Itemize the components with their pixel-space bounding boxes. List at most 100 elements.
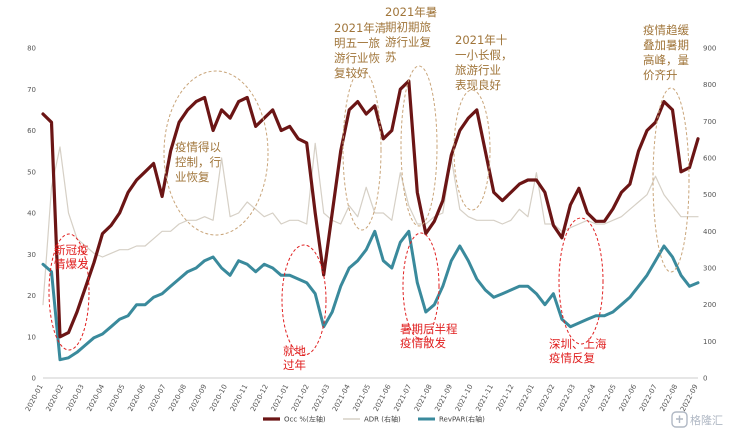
x-tick-label: 2021-03 [311, 383, 332, 413]
annotation-3: 就地过年 [283, 344, 306, 372]
annotation-line: 游行业恢 [334, 51, 380, 65]
x-tick-label: 2022-07 [638, 383, 659, 413]
y-right-tick-label: 400 [703, 228, 716, 236]
x-tick-label: 2022-08 [659, 383, 680, 413]
annotation-line: 业恢复 [175, 170, 210, 184]
annotation-line: 2021年暑 [385, 5, 437, 19]
annotation-line: 旅游行业 [455, 63, 501, 77]
y-right-tick-label: 500 [703, 191, 716, 199]
watermark-text: 格隆汇 [690, 413, 723, 427]
annotation-line: 疫情反复 [549, 351, 595, 365]
x-tick-label: 2020-05 [106, 383, 127, 413]
x-tick-label: 2021-05 [351, 383, 372, 413]
series-line-2 [41, 229, 700, 362]
y-axis-right: 0 100 200 300 400 500 600 700 800 900 [703, 45, 716, 383]
legend: Occ %(左轴) ADR (右轴) RevPAR(右轴) [263, 415, 485, 424]
annotation-5: 2021年暑期初期旅游行业复苏 [385, 5, 437, 64]
x-tick-label: 2021-11 [474, 383, 495, 413]
x-tick-label: 2020-11 [229, 383, 250, 413]
x-tick-label: 2022-01 [515, 383, 536, 413]
y-left-tick-label: 70 [27, 86, 36, 94]
y-left-tick-label: 0 [32, 375, 36, 383]
x-tick-label: 2021-04 [331, 383, 352, 413]
x-tick-label: 2020-07 [147, 383, 168, 413]
annotation-line: 控制，行 [175, 155, 221, 169]
series-line-1 [42, 142, 699, 306]
y-right-tick-label: 0 [703, 375, 707, 383]
x-axis: 2020-01 2020-02 2020-03 2020-04 2020-05 2020-… [24, 377, 700, 413]
x-tick-label: 2020-04 [85, 383, 106, 413]
annotation-line: 明五一旅 [334, 36, 380, 50]
annotation-line: 情爆发 [54, 257, 89, 271]
y-left-tick-label: 60 [27, 127, 36, 135]
legend-label-2: RevPAR(右轴) [439, 415, 485, 424]
x-tick-label: 2020-09 [188, 383, 209, 413]
y-left-tick-label: 40 [27, 210, 36, 218]
annotation-6: 暑期后半程疫情散发 [400, 322, 458, 350]
annotation-1: 新冠疫情爆发 [54, 243, 89, 271]
annotation-line: 2021年清 [334, 21, 386, 35]
annotation-8: 深圳、上海疫情反复 [549, 337, 607, 365]
x-tick-label: 2020-01 [24, 383, 45, 413]
annotation-line: 复较好 [334, 66, 369, 80]
y-left-tick-label: 30 [27, 251, 36, 259]
x-tick-label: 2021-02 [290, 383, 311, 413]
x-tick-label: 2022-05 [597, 383, 618, 413]
annotation-line: 一小长假， [455, 48, 513, 62]
annotation-ellipse-4 [342, 69, 382, 231]
annotation-line: 期初期旅 [385, 20, 431, 34]
y-right-tick-label: 100 [703, 338, 716, 346]
annotation-line: 高峰，量 [643, 53, 689, 67]
y-axis-left: 0 10 20 30 40 50 60 70 80 [27, 45, 36, 383]
y-left-tick-label: 20 [27, 292, 36, 300]
annotation-ellipse-3 [281, 244, 327, 356]
series-line-0 [41, 79, 700, 339]
y-right-tick-label: 700 [703, 118, 716, 126]
x-tick-label: 2020-03 [65, 383, 86, 413]
annotation-ellipse-5 [400, 65, 438, 227]
x-tick-label: 2021-08 [413, 383, 434, 413]
y-right-tick-label: 200 [703, 301, 716, 309]
y-right-tick-label: 300 [703, 265, 716, 273]
annotation-line: 过年 [283, 358, 306, 372]
annotation-ellipses [48, 65, 690, 356]
x-tick-label: 2022-06 [618, 383, 639, 413]
x-tick-label: 2022-09 [679, 383, 700, 413]
x-tick-label: 2020-12 [249, 383, 270, 413]
x-tick-label: 2020-10 [208, 383, 229, 413]
annotation-line: 游行业复 [385, 35, 431, 49]
watermark-logo-icon [671, 411, 688, 428]
watermark: 格隆汇 [671, 411, 723, 428]
x-tick-label: 2021-01 [270, 383, 291, 413]
x-tick-label: 2022-02 [536, 383, 557, 413]
annotation-ellipse-1 [48, 233, 90, 351]
annotation-line: 暑期后半程 [400, 322, 458, 336]
annotation-line: 表现良好 [455, 78, 501, 92]
x-tick-label: 2021-12 [495, 383, 516, 413]
y-left-tick-label: 50 [27, 168, 36, 176]
annotation-line: 疫情得以 [175, 140, 221, 154]
annotation-line: 苏 [385, 50, 397, 64]
x-tick-label: 2021-09 [433, 383, 454, 413]
y-right-tick-label: 800 [703, 81, 716, 89]
annotation-ellipse-9 [652, 87, 690, 273]
annotation-9: 疫情趋缓叠加暑期高峰，量价齐升 [643, 23, 689, 82]
x-tick-label: 2021-07 [392, 383, 413, 413]
annotation-texts: 新冠疫情爆发疫情得以控制，行业恢复就地过年2021年清明五一旅游行业恢复较好20… [54, 5, 689, 372]
annotation-line: 2021年十 [455, 33, 507, 47]
annotation-line: 疫情趋缓 [643, 23, 689, 37]
annotation-4: 2021年清明五一旅游行业恢复较好 [334, 21, 386, 80]
annotation-line: 价齐升 [643, 68, 678, 82]
annotation-ellipse-7 [453, 89, 491, 211]
y-left-tick-label: 80 [27, 45, 36, 53]
legend-label-1: ADR (右轴) [364, 415, 401, 424]
y-right-tick-label: 600 [703, 155, 716, 163]
annotation-line: 疫情散发 [400, 336, 446, 350]
annotation-ellipse-2 [163, 70, 269, 236]
x-tick-label: 2021-06 [372, 383, 393, 413]
x-tick-label: 2020-06 [126, 383, 147, 413]
annotation-ellipse-6 [402, 232, 440, 340]
x-tick-label: 2022-04 [577, 383, 598, 413]
